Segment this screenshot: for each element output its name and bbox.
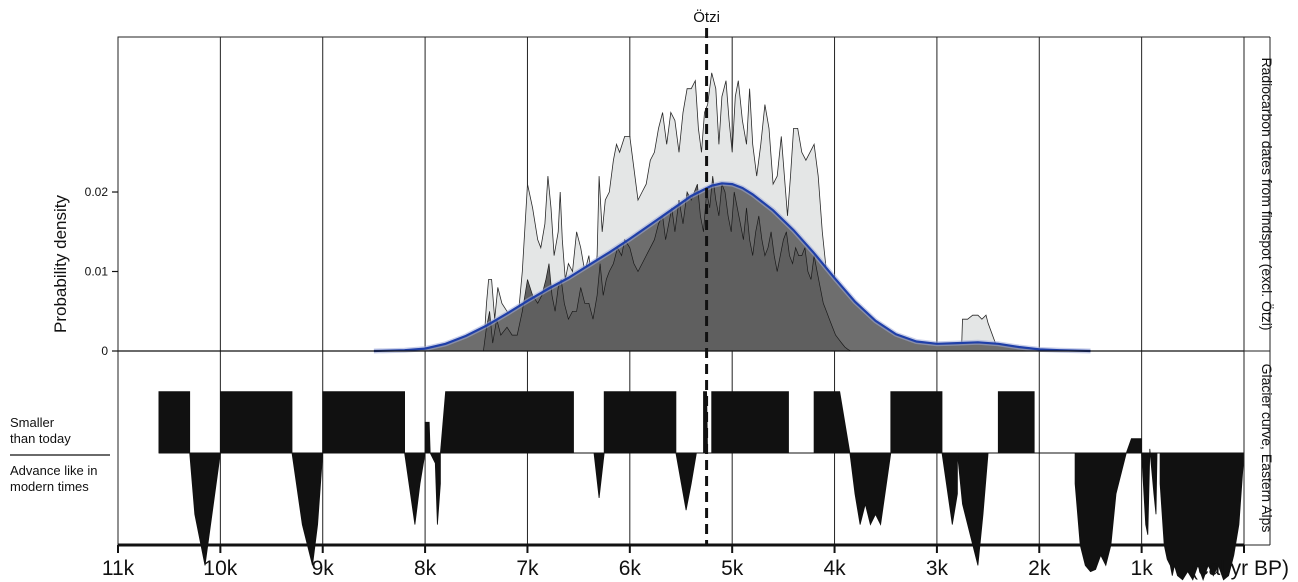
glacier-panel: [158, 391, 1245, 581]
y-tick-label-2: 0.02: [85, 185, 109, 199]
x-tick-label-0: 11k: [102, 557, 135, 580]
x-tick-label-7: 4k: [823, 557, 846, 580]
otzi-annotation-label: Ötzi: [693, 8, 720, 26]
site-trace-area: [483, 176, 852, 352]
y-axis-title: Probability density: [51, 195, 70, 333]
legend-smaller-line-2: than today: [10, 431, 71, 446]
x-tick-label-5: 6k: [619, 557, 642, 580]
radiocarbon-panel-side-title: Radiocarbon dates from findspot (excl. Ö…: [1259, 57, 1276, 330]
legend-advance-line-2: modern times: [10, 479, 89, 494]
x-tick-label-4: 7k: [516, 557, 539, 580]
y-tick-label-0: 0: [101, 344, 108, 358]
x-tick-label-10: 1k: [1131, 557, 1154, 580]
x-axis-unit-label: (cal yr BP): [1191, 557, 1289, 580]
x-tick-label-1: 10k: [203, 557, 237, 580]
x-tick-label-6: 5k: [721, 557, 744, 580]
x-tick-label-8: 3k: [926, 557, 949, 580]
modelled-density-line: [373, 182, 1091, 353]
glacier-panel-side-title: Glacier curve, Eastern Alps: [1259, 364, 1275, 533]
glacier-legend: Smaller than today Advance like in moder…: [10, 415, 110, 494]
x-tick-label-2: 9k: [312, 557, 335, 580]
y-tick-label-1: 0.01: [85, 265, 109, 279]
radiocarbon-panel: [118, 72, 1244, 354]
legend-advance-line-1: Advance like in: [10, 463, 97, 478]
glacier-curve-area: [158, 391, 1245, 581]
legend-smaller-line-1: Smaller: [10, 415, 55, 430]
y-axis: 0 0.01 0.02: [85, 185, 118, 358]
x-tick-label-3: 8k: [414, 557, 437, 580]
x-tick-label-9: 2k: [1028, 557, 1051, 580]
x-axis: 11k 10k 9k 8k 7k 6k 5k 4k 3k 2k 1k: [102, 543, 1245, 580]
